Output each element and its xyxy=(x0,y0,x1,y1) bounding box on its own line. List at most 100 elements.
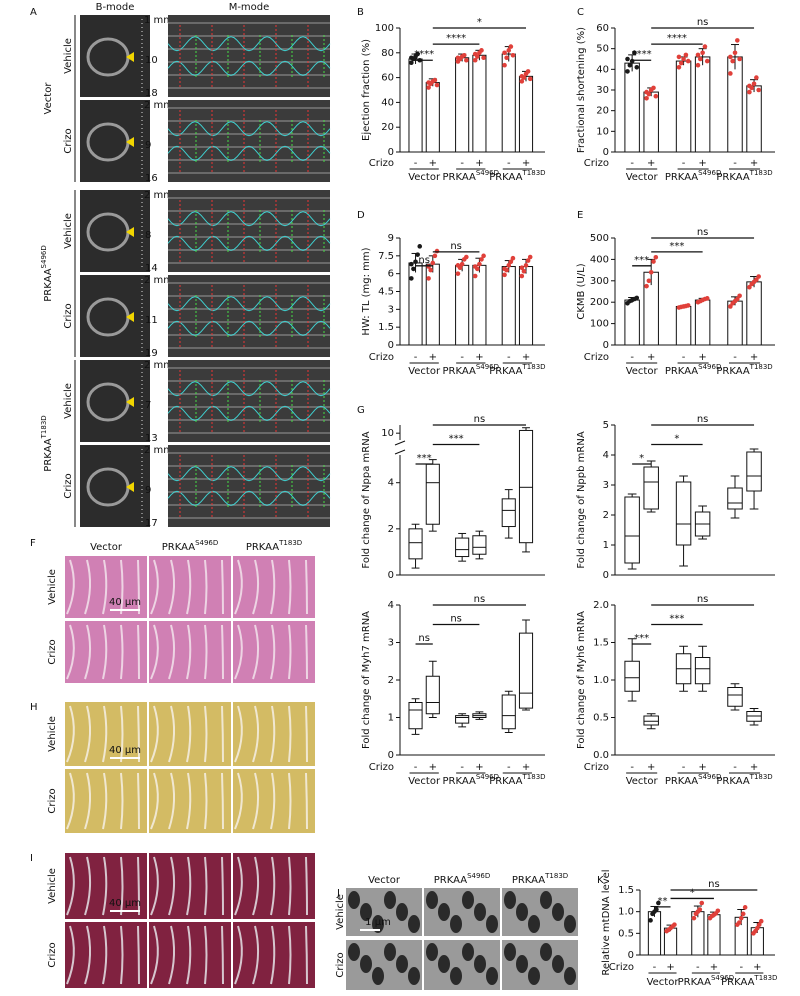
significance-label: ns xyxy=(474,414,486,425)
fiber-gap xyxy=(168,624,175,680)
mitochondrion xyxy=(450,915,462,933)
x-tick-label: - xyxy=(682,158,686,169)
row-label: Vehicle xyxy=(63,213,74,249)
treatment-label: Crizo xyxy=(584,352,609,363)
y-axis-label: Fold change of Nppb mRNA xyxy=(576,431,587,568)
data-point xyxy=(747,89,752,95)
y-tick-label: 1.0 xyxy=(618,907,634,918)
wall-trace xyxy=(167,121,331,137)
mitochondrion xyxy=(474,955,486,973)
data-point xyxy=(704,58,710,64)
y-tick-label: 0 xyxy=(388,570,394,581)
fiber-gap xyxy=(137,925,140,985)
fiber-shade xyxy=(233,621,315,683)
y-tick-label: 50 xyxy=(596,44,609,55)
depth-scale: 2 mm xyxy=(144,445,173,456)
group-label: PRKAAS496D xyxy=(665,363,722,377)
data-point xyxy=(415,51,420,57)
fiber-gap xyxy=(66,624,75,680)
x-tick-label: + xyxy=(750,762,758,773)
group-label: PRKAAT183D xyxy=(489,773,545,787)
fiber-gap xyxy=(102,772,108,830)
fiber-gap xyxy=(204,559,208,615)
significance-label: *** xyxy=(669,614,684,625)
y-tick-label: 20 xyxy=(596,106,609,117)
bar xyxy=(518,75,534,153)
x-tick-label: + xyxy=(698,158,706,169)
y-tick-label: 300 xyxy=(590,276,609,287)
x-tick-label: + xyxy=(475,762,483,773)
data-point xyxy=(459,261,465,267)
panel-letter: F xyxy=(30,538,36,549)
fiber-gap xyxy=(288,559,292,615)
wall-trace xyxy=(167,466,331,482)
fiber-gap xyxy=(150,624,159,680)
bar xyxy=(501,266,516,346)
mitochondrion xyxy=(396,903,408,921)
x-tick-label: - xyxy=(507,158,511,169)
mitochondrion xyxy=(474,903,486,921)
data-point xyxy=(754,277,759,283)
scale-bar-label: 40 μm xyxy=(109,597,141,608)
fiber-gap xyxy=(84,624,91,680)
marker xyxy=(126,397,134,407)
y-tick-label: 1 xyxy=(388,713,394,724)
row-label: Crizo xyxy=(63,473,74,498)
y-tick-label: 500 xyxy=(590,233,609,244)
x-tick-label: - xyxy=(630,762,634,773)
data-point xyxy=(519,79,525,84)
data-point xyxy=(700,50,705,56)
significance-label: *** xyxy=(634,255,649,266)
mitochondrion xyxy=(528,967,540,985)
mitochondrion xyxy=(552,903,564,921)
box xyxy=(694,657,711,685)
box xyxy=(455,537,470,558)
mitochondrion xyxy=(504,943,516,961)
axis-break xyxy=(394,449,406,455)
b-mode-image xyxy=(80,275,150,357)
treatment-label: Crizo xyxy=(369,352,394,363)
fiber-shade xyxy=(149,702,231,766)
x-tick-label: + xyxy=(698,352,706,363)
y-tick-label: 40 xyxy=(596,64,609,75)
data-point xyxy=(644,95,649,101)
x-tick-label: - xyxy=(414,762,418,773)
fiber-gap xyxy=(84,705,91,763)
x-tick-label: - xyxy=(414,352,418,363)
fiber-shade xyxy=(149,621,231,683)
group-label: Vector xyxy=(408,776,441,787)
panel-letter: C xyxy=(577,7,584,18)
bar xyxy=(707,914,721,956)
fiber-gap xyxy=(84,925,91,985)
bar xyxy=(746,85,762,153)
panel-letter: I xyxy=(30,853,33,864)
data-point xyxy=(737,293,742,299)
group-label-sup: S496D xyxy=(711,974,734,982)
y-axis-label: Relative mtDNA level xyxy=(601,869,612,975)
b-mode-image xyxy=(80,190,150,272)
box xyxy=(518,429,534,544)
y-tick-label: 0 xyxy=(628,950,634,961)
data-point xyxy=(413,259,418,265)
y-tick-label: 5 xyxy=(603,420,609,431)
box xyxy=(408,702,423,730)
x-tick-label: + xyxy=(522,762,530,773)
x-tick-label: + xyxy=(475,158,483,169)
row-label: Crizo xyxy=(47,639,58,664)
significance-label: ns xyxy=(697,17,709,28)
m-mode-image xyxy=(168,190,330,272)
depth-scale: 2 mm xyxy=(144,100,173,111)
mitochondrion xyxy=(348,891,360,909)
row-label: Vehicle xyxy=(63,38,74,74)
fiber-gap xyxy=(186,925,192,985)
depth-scale: 8 xyxy=(145,230,151,241)
data-point xyxy=(409,55,414,61)
group-label-sup: S496D xyxy=(467,872,490,880)
box xyxy=(643,466,659,510)
group-label-sup: T183D xyxy=(278,539,302,547)
y-tick-label: 1.0 xyxy=(593,675,609,686)
fiber-gap xyxy=(305,925,308,985)
group-label-sup: S496D xyxy=(40,245,48,268)
fiber-gap xyxy=(270,705,276,763)
fiber-gap xyxy=(204,925,208,985)
